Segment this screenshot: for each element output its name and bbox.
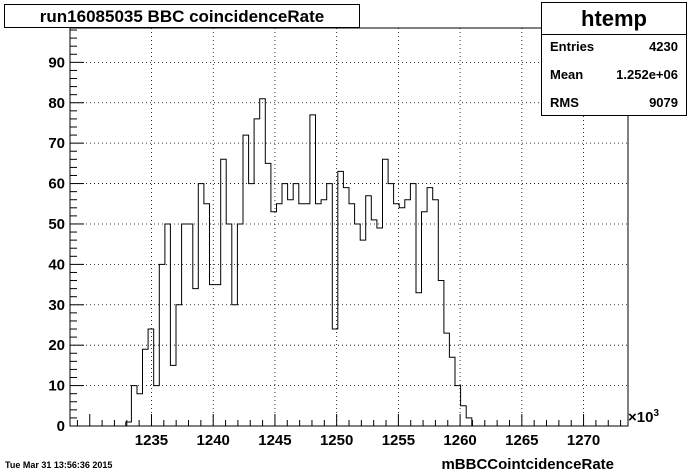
x-tick-label: 1240 bbox=[197, 432, 230, 449]
x-axis-label: mBBCCointcidenceRate bbox=[441, 456, 614, 473]
x-tick-label: 1270 bbox=[567, 432, 600, 449]
stats-label: RMS bbox=[550, 95, 579, 110]
y-tick-label: 10 bbox=[48, 378, 65, 395]
x-tick-label: 1235 bbox=[135, 432, 168, 449]
histogram-outline bbox=[70, 98, 628, 427]
x-exponent: ×103 bbox=[628, 408, 659, 426]
title-box: run16085035 BBC coincidenceRate bbox=[4, 4, 360, 28]
x-tick-label: 1260 bbox=[443, 432, 476, 449]
y-tick-label: 40 bbox=[48, 256, 65, 273]
x-tick-label: 1265 bbox=[505, 432, 538, 449]
stats-row-mean: Mean 1.252e+06 bbox=[550, 67, 678, 87]
y-tick-label: 30 bbox=[48, 297, 65, 314]
stats-row-entries: Entries 4230 bbox=[550, 39, 678, 59]
y-tick-label: 80 bbox=[48, 95, 65, 112]
stats-title: htemp bbox=[542, 4, 686, 35]
y-tick-label: 50 bbox=[48, 216, 65, 233]
x-tick-label: 1255 bbox=[382, 432, 415, 449]
y-tick-label: 60 bbox=[48, 176, 65, 193]
x-tick-label: 1245 bbox=[258, 432, 291, 449]
x-exponent-base: ×10 bbox=[628, 409, 654, 426]
x-exponent-power: 3 bbox=[653, 408, 660, 419]
footer-timestamp: Tue Mar 31 13:56:36 2015 bbox=[5, 460, 113, 470]
x-tick-label: 1250 bbox=[320, 432, 353, 449]
stats-label: Mean bbox=[550, 67, 584, 82]
stats-value: 1.252e+06 bbox=[616, 67, 678, 82]
stats-row-rms: RMS 9079 bbox=[550, 95, 678, 115]
stats-value: 9079 bbox=[649, 95, 678, 110]
stats-box: htemp Entries 4230 Mean 1.252e+06 RMS 90… bbox=[541, 2, 687, 116]
axes: 1235 1240 1245 1250 1255 1260 1265 1270 0 10 20 30 4… bbox=[48, 29, 622, 449]
stats-value: 4230 bbox=[649, 39, 678, 54]
y-tick-label: 70 bbox=[48, 135, 65, 152]
chart-title: run16085035 BBC coincidenceRate bbox=[39, 7, 325, 26]
y-tick-label: 90 bbox=[48, 54, 65, 71]
y-tick-label: 20 bbox=[48, 337, 65, 354]
y-tick-label: 0 bbox=[57, 418, 65, 435]
stats-label: Entries bbox=[550, 39, 595, 54]
